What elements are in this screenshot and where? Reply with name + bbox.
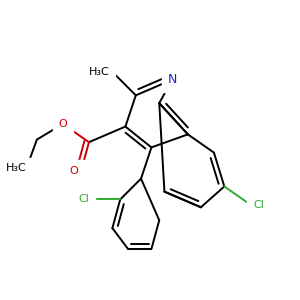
Text: O: O [70,166,79,176]
Text: Cl: Cl [78,194,89,205]
Text: H₃C: H₃C [6,163,26,173]
Text: O: O [58,119,67,129]
Text: N: N [168,73,177,86]
Text: H₃C: H₃C [89,67,110,77]
Text: Cl: Cl [253,200,264,210]
